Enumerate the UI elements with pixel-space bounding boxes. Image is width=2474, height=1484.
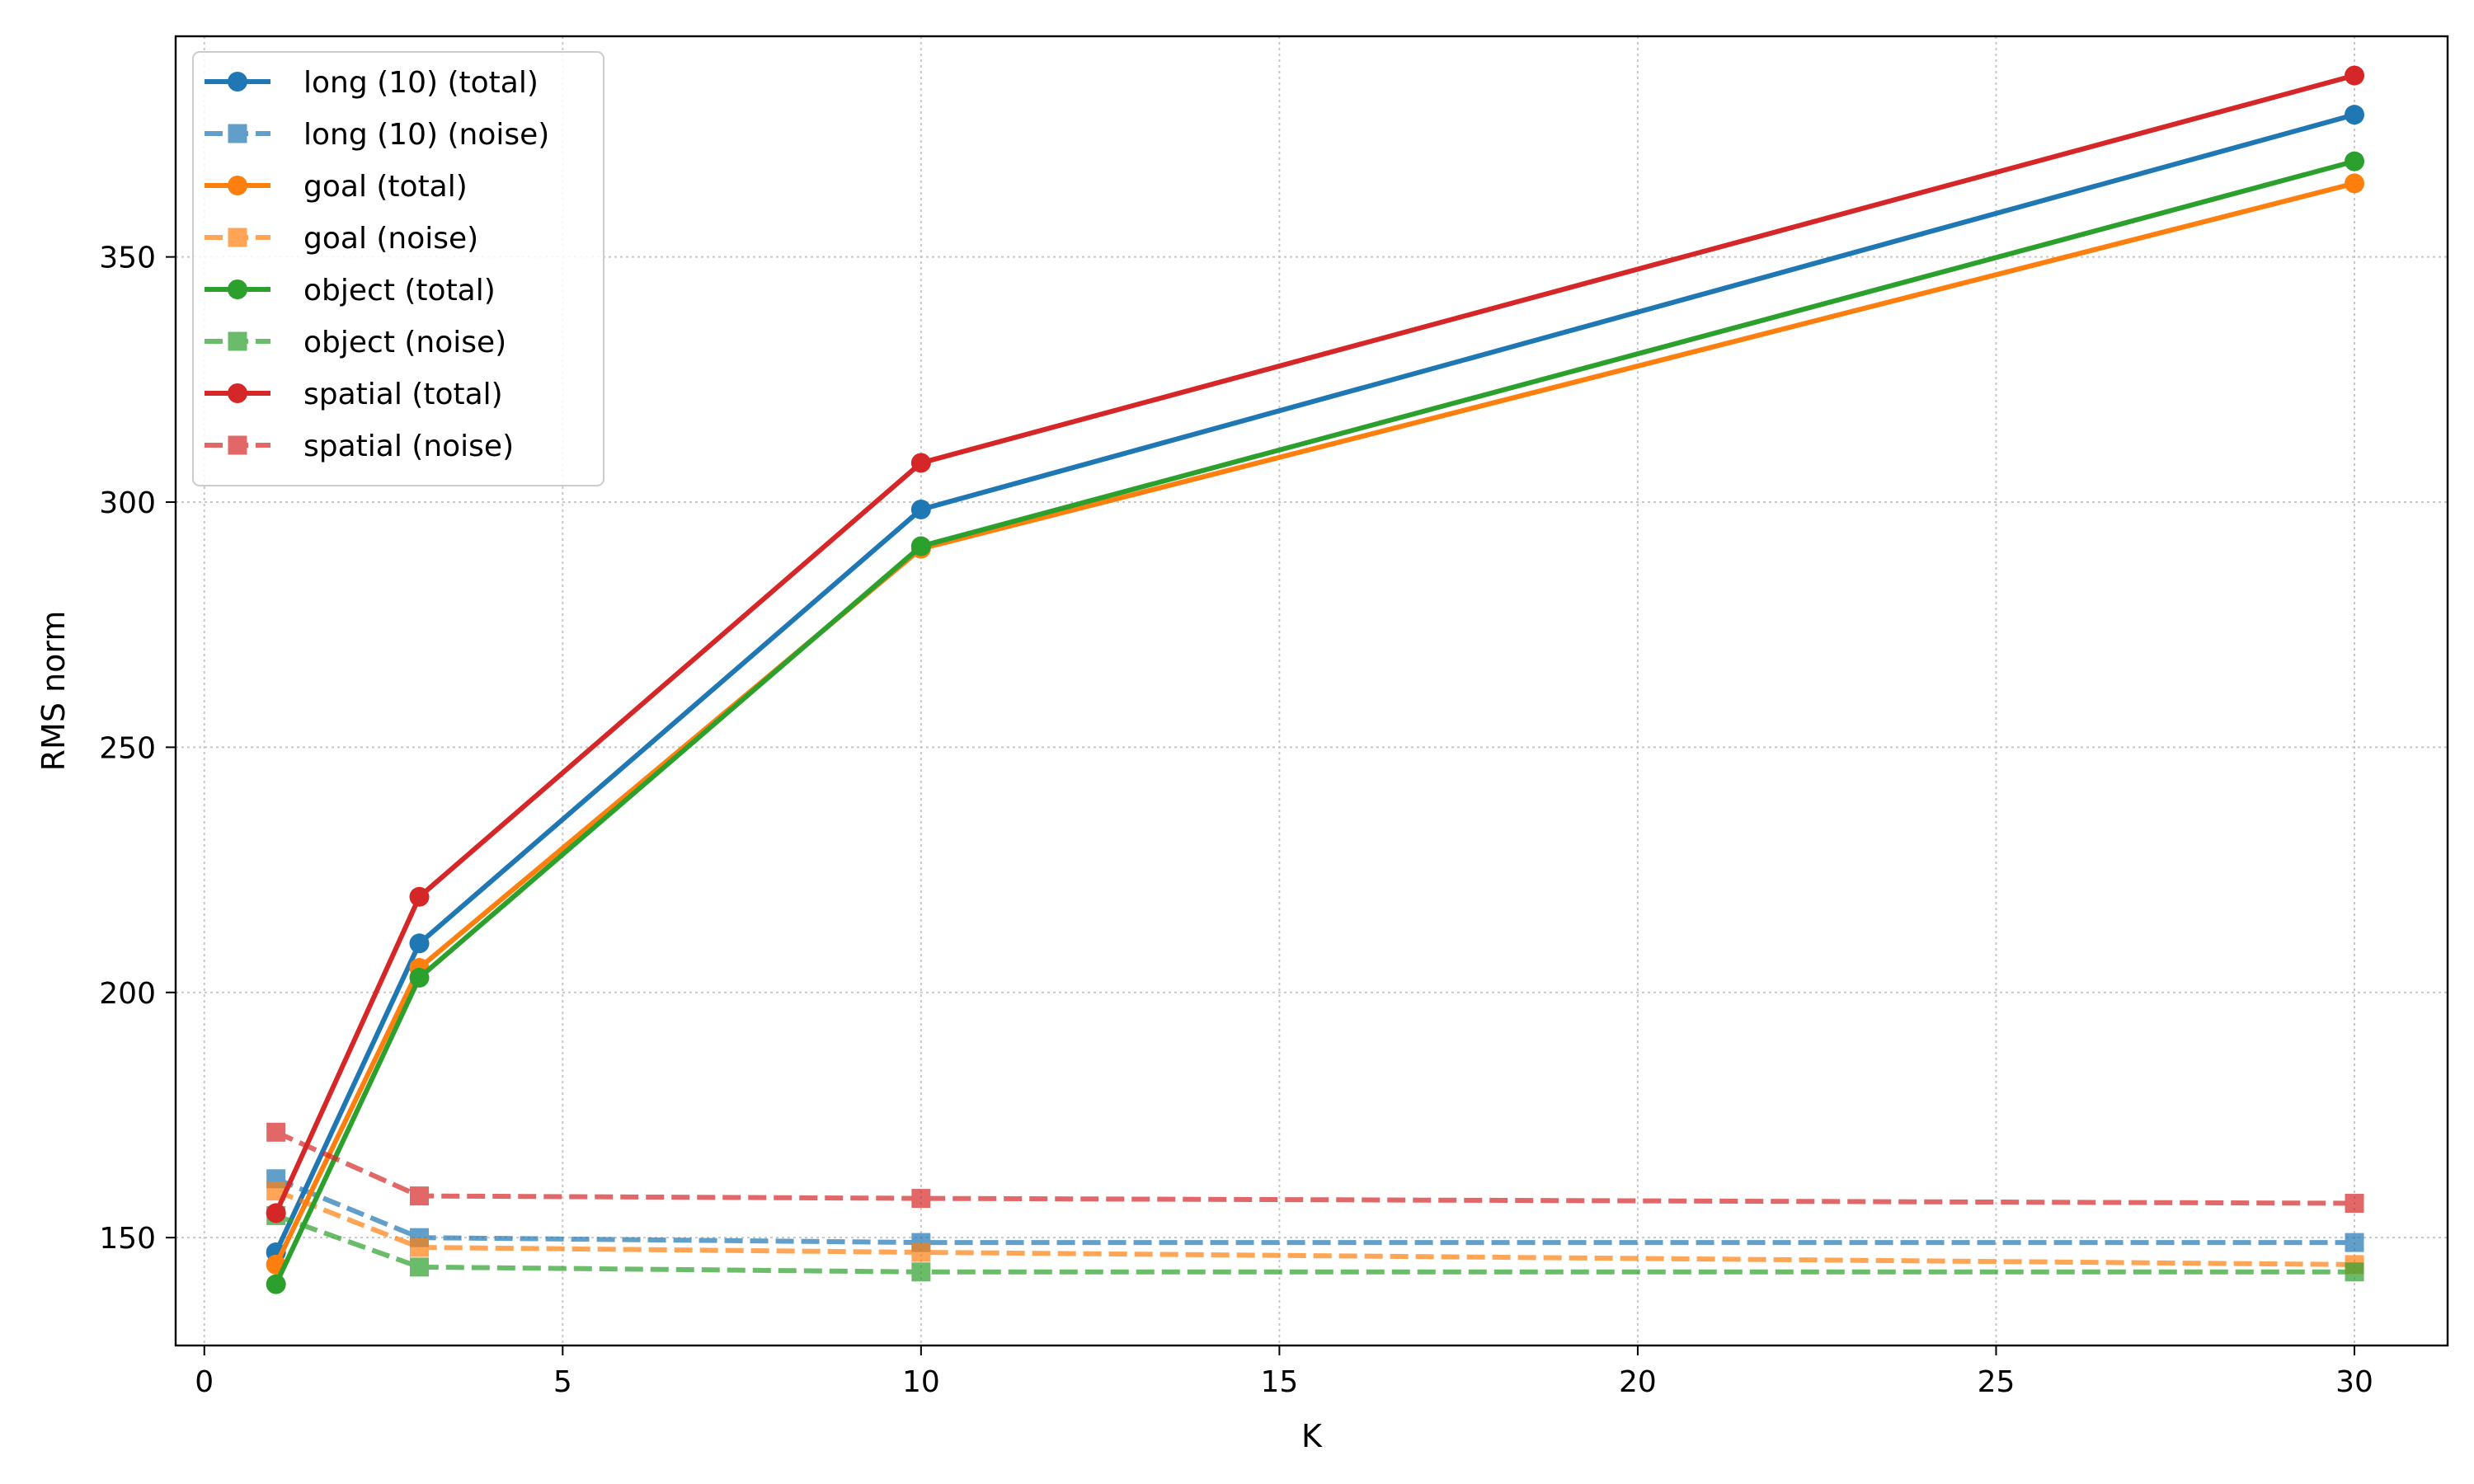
legend-marker	[228, 383, 247, 403]
legend-item	[205, 331, 270, 351]
legend-item	[205, 72, 270, 92]
data-point	[2345, 173, 2365, 194]
series-layer	[266, 65, 2365, 1294]
series-line	[273, 181, 2358, 1267]
x-tick-label: 0	[195, 1365, 214, 1399]
legend-label: spatial (noise)	[303, 430, 514, 463]
legend-item	[205, 176, 270, 195]
x-tick-label: 25	[1978, 1365, 2015, 1399]
legend-label: long (10) (total)	[303, 66, 539, 100]
legend-marker	[228, 124, 247, 143]
legend-item	[205, 279, 270, 299]
series-spatial-total	[266, 65, 2365, 1223]
data-point	[2345, 1194, 2364, 1214]
series-line	[275, 1188, 2355, 1267]
x-tick-label: 30	[2335, 1365, 2373, 1399]
y-tick-label: 200	[99, 977, 156, 1011]
grid	[176, 36, 2448, 1345]
data-point	[409, 1237, 429, 1257]
data-point	[2345, 1233, 2364, 1252]
series-long-10-total	[266, 105, 2365, 1262]
legend-marker	[228, 435, 247, 455]
data-point	[2345, 151, 2365, 171]
legend-label: goal (total)	[303, 170, 468, 204]
data-point	[910, 453, 931, 473]
legend-box	[192, 51, 604, 486]
data-point	[409, 1257, 429, 1277]
x-axis-label: K	[1301, 1418, 1323, 1454]
legend-item	[205, 435, 270, 455]
series-line	[273, 158, 2358, 1287]
data-point	[911, 1262, 931, 1282]
y-axis-label: RMS norm	[35, 611, 72, 772]
data-point	[409, 933, 430, 954]
legend-label: long (10) (noise)	[303, 118, 549, 152]
data-point	[2345, 1262, 2364, 1282]
x-tick-label: 20	[1619, 1365, 1657, 1399]
legend-item	[205, 383, 270, 403]
y-tick-label: 350	[99, 242, 156, 275]
data-point	[409, 967, 430, 988]
series-object-total	[266, 151, 2365, 1294]
data-point	[266, 1274, 286, 1294]
legend-label: spatial (total)	[303, 378, 503, 411]
y-tick-label: 300	[99, 486, 156, 520]
x-tick-label: 10	[902, 1365, 940, 1399]
legend-marker	[228, 331, 247, 351]
legend-marker	[228, 228, 247, 247]
data-point	[911, 1189, 931, 1209]
series-line	[273, 73, 2358, 1216]
series-line	[275, 1129, 2355, 1206]
data-point	[910, 536, 931, 556]
y-tick-label: 250	[99, 731, 156, 765]
series-line	[273, 112, 2358, 1255]
data-point	[266, 1181, 286, 1201]
legend-marker	[228, 72, 247, 92]
series-line	[275, 1213, 2355, 1275]
data-point	[910, 499, 931, 519]
y-tick-label: 150	[99, 1222, 156, 1256]
data-point	[2345, 105, 2365, 125]
axis-ticks: 0 5 10 15 20 25 30 150 200 250 300 350	[99, 242, 2373, 1399]
series-line	[275, 1176, 2355, 1246]
legend-marker	[228, 279, 247, 299]
x-tick-label: 5	[553, 1365, 572, 1399]
legend-label: object (total)	[303, 274, 496, 308]
series-spatial-noise	[266, 1122, 2364, 1214]
data-point	[911, 1242, 931, 1262]
x-tick-label: 15	[1260, 1365, 1298, 1399]
legend: long (10) (total) long (10) (noise) goal (…	[192, 51, 604, 486]
data-point	[409, 886, 430, 907]
data-point	[2345, 65, 2365, 86]
data-point	[266, 1203, 286, 1223]
legend-label: goal (noise)	[303, 222, 478, 256]
plot-frame	[174, 35, 2449, 1347]
legend-label: object (noise)	[303, 326, 506, 359]
data-point	[409, 1186, 429, 1206]
data-point	[266, 1122, 286, 1142]
legend-item	[205, 124, 270, 143]
legend-item	[205, 228, 270, 247]
legend-marker	[228, 176, 247, 195]
